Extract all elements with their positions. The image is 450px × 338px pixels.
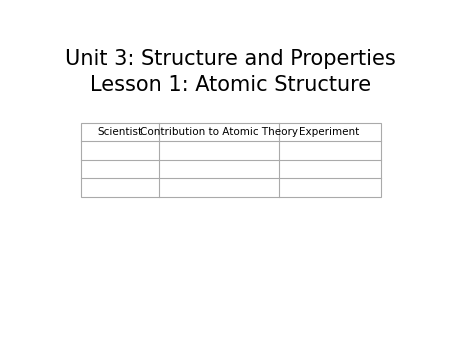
Text: Contribution to Atomic Theory: Contribution to Atomic Theory <box>140 127 297 137</box>
Bar <box>81 123 381 197</box>
Text: Unit 3: Structure and Properties
Lesson 1: Atomic Structure: Unit 3: Structure and Properties Lesson … <box>65 49 396 95</box>
Text: Scientist: Scientist <box>97 127 142 137</box>
Text: Experiment: Experiment <box>300 127 360 137</box>
